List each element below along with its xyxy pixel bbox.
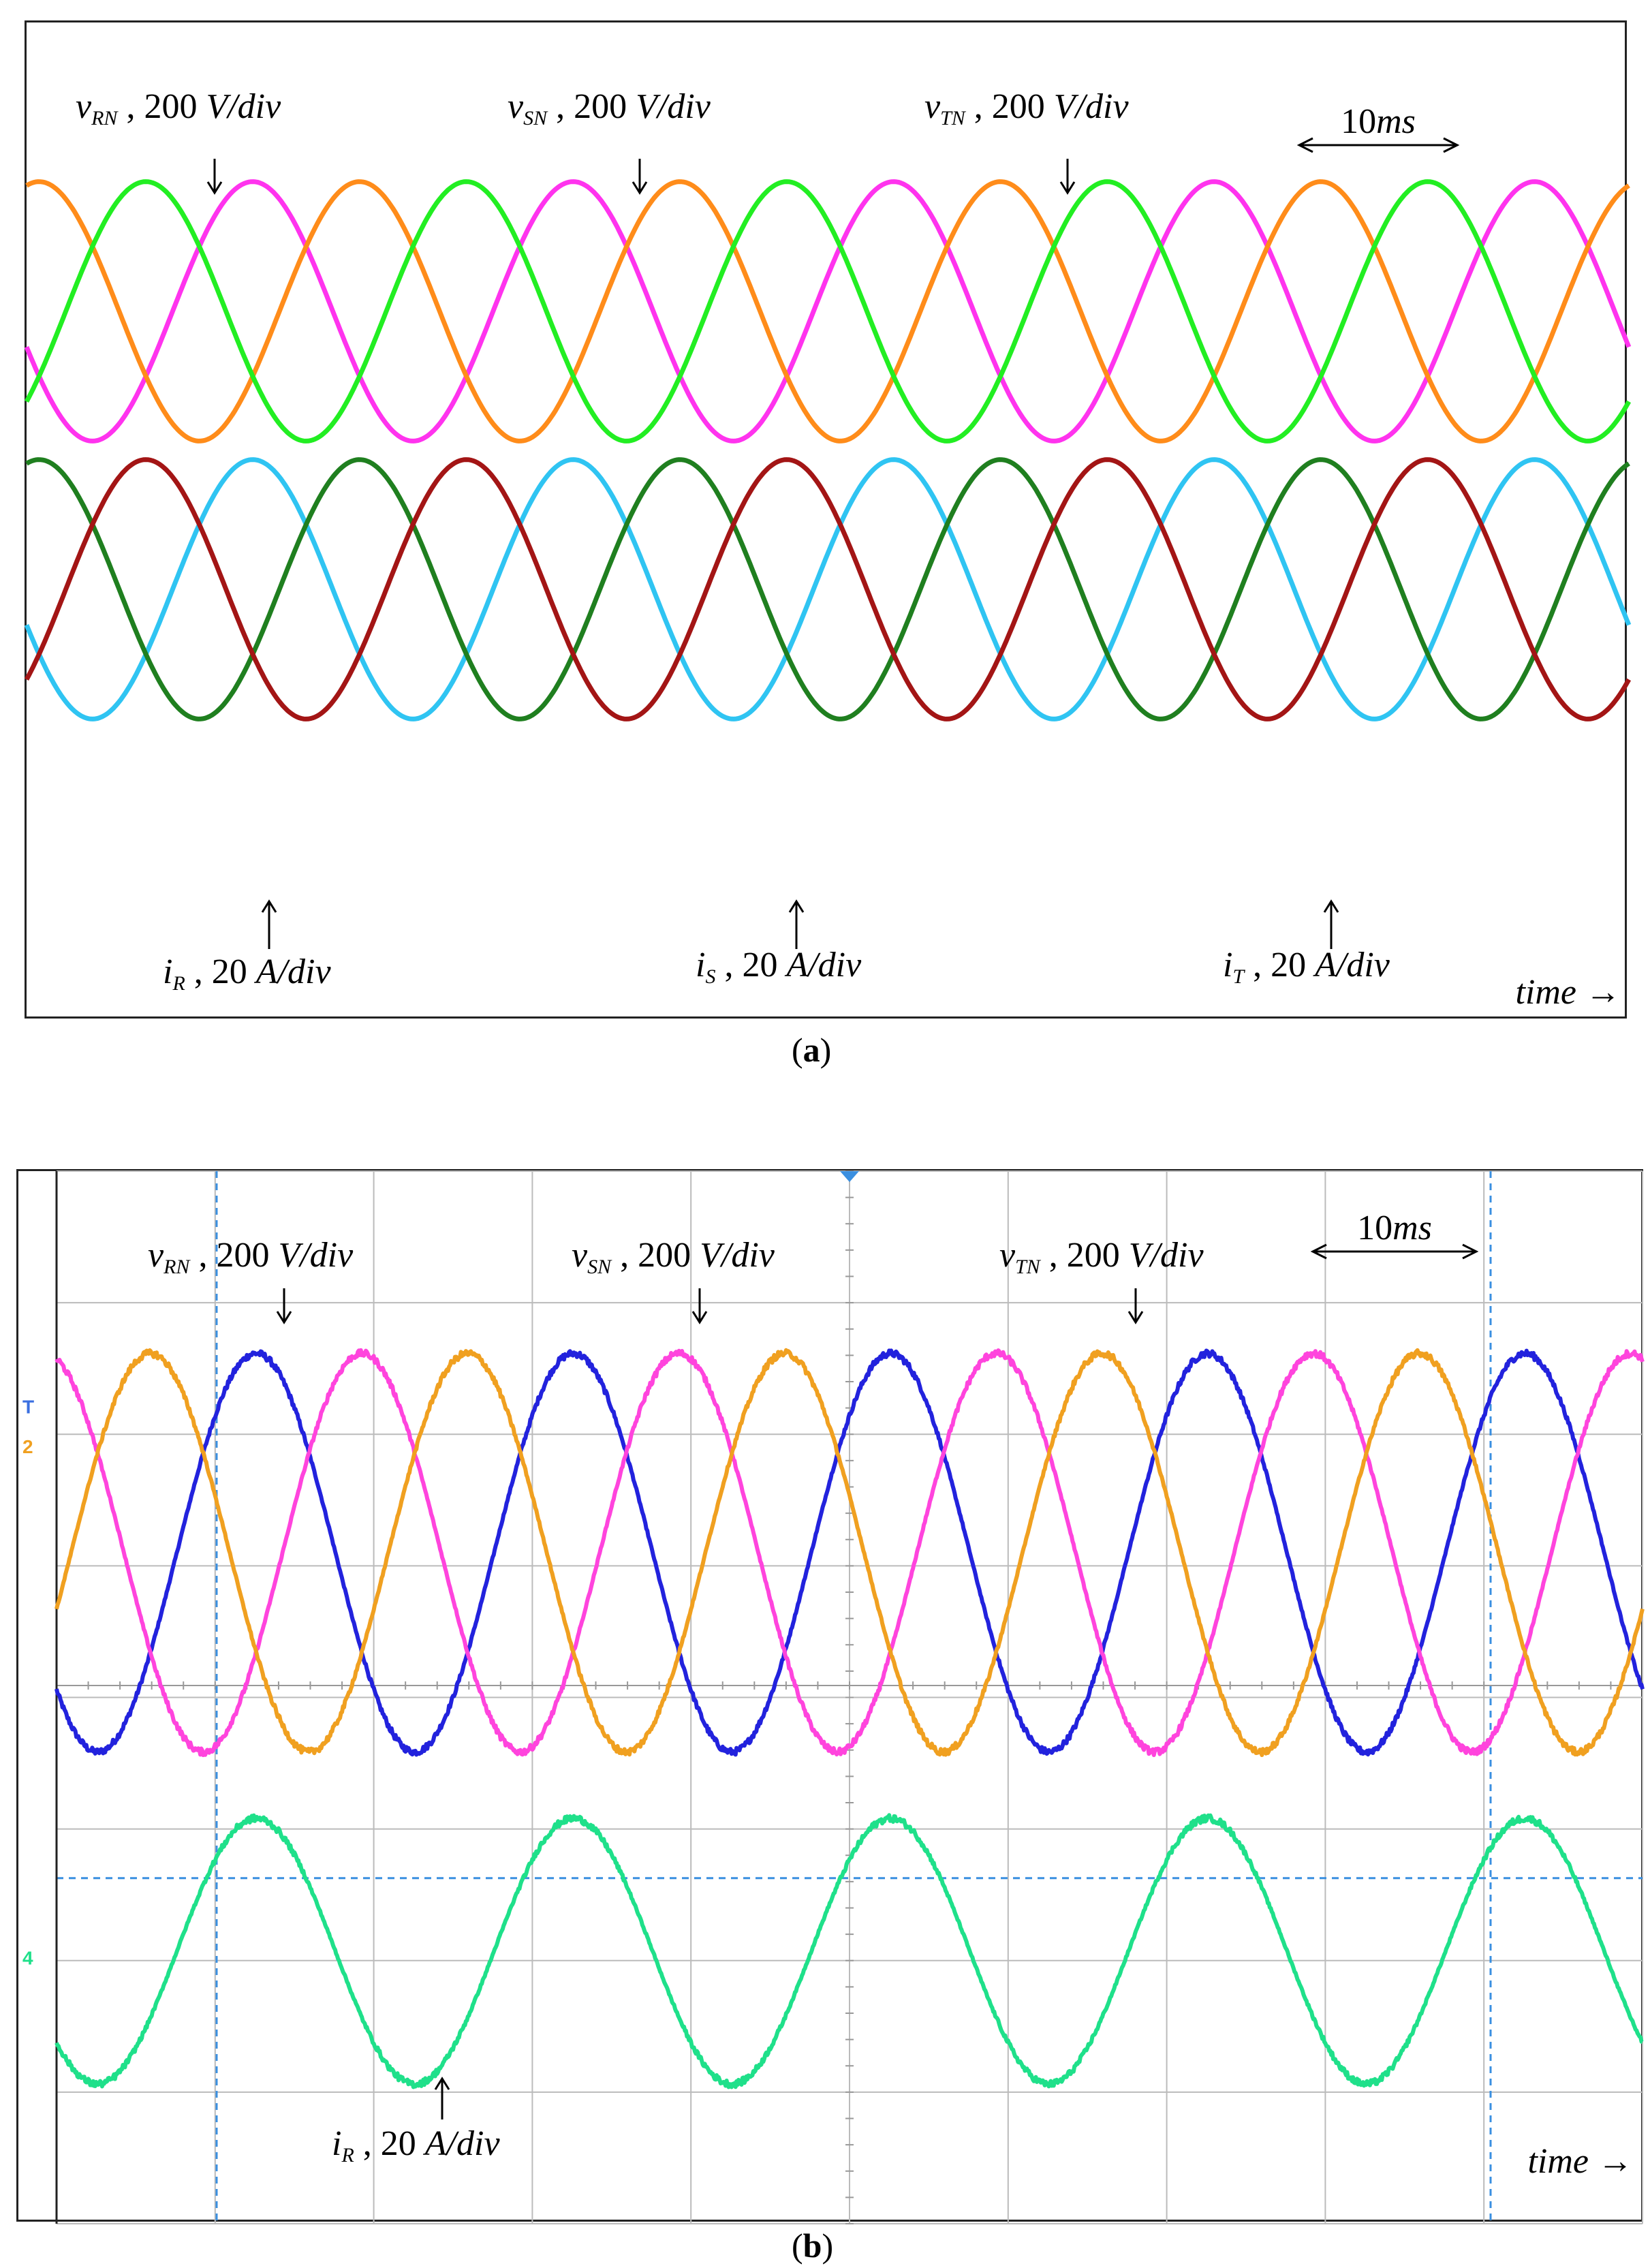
series-vSN xyxy=(25,179,1630,444)
time-scale: 10ms xyxy=(1296,102,1460,153)
caption-b-letter: b xyxy=(803,2226,822,2265)
label-vTN: vTN , 200 V/div xyxy=(924,87,1129,129)
annotation-arrow-head xyxy=(276,1311,292,1324)
series-vSN xyxy=(55,1348,1645,1758)
caption-b-close: ) xyxy=(822,2226,834,2265)
annotation-arrow-head xyxy=(261,899,277,913)
series-vRN xyxy=(55,1348,1645,1757)
caption-a: (a) xyxy=(792,1030,831,1070)
series-iR xyxy=(24,457,1632,721)
annotation-arrow-head xyxy=(632,181,648,195)
scale-label: 10ms xyxy=(1341,102,1416,141)
caption-a-letter: a xyxy=(803,1031,820,1069)
scale-arrow-right xyxy=(1462,1243,1479,1260)
time-scale: 10ms xyxy=(1310,1209,1479,1260)
trigger-marker-icon xyxy=(840,1171,859,1182)
scale-arrow-left xyxy=(1310,1243,1327,1260)
label-iS: iS , 20 A/div xyxy=(696,946,862,988)
series-iT xyxy=(24,457,1632,721)
label-vTN: vTN , 200 V/div xyxy=(999,1236,1204,1278)
panel-b-plot: T 2 4 vRN , 200 V/div vSN , 200 V/div vTN , 2… xyxy=(22,1170,1645,2224)
label-iR: iR , 20 A/div xyxy=(332,2124,500,2166)
channel-4-marker: 4 xyxy=(22,1948,33,1969)
scale-label: 10ms xyxy=(1357,1209,1432,1247)
label-vSN: vSN , 200 V/div xyxy=(508,87,711,129)
annotation-arrow-head xyxy=(1323,899,1339,913)
caption-b: (b) xyxy=(792,2226,833,2265)
scale-arrow-left xyxy=(1296,137,1313,153)
caption-a-open: ( xyxy=(792,1031,803,1069)
grid: T 2 4 xyxy=(22,1170,1643,2224)
annotation-arrow-head xyxy=(206,181,223,195)
time-label: time → xyxy=(1527,2142,1633,2181)
annotation-arrow-head xyxy=(434,2077,450,2090)
panel-a-chart: vRN , 200 V/div vSN , 200 V/div vTN , 200 … xyxy=(24,20,1632,1019)
trigger-level-marker: T xyxy=(22,1396,34,1417)
panel-b-chart: T 2 4 vRN , 200 V/div vSN , 200 V/div vTN , 2… xyxy=(16,1169,1645,2224)
series-iR xyxy=(55,1813,1644,2090)
series-vTN xyxy=(55,1348,1645,1757)
label-vRN: vRN , 200 V/div xyxy=(76,87,281,129)
annotation-arrow-head xyxy=(788,899,805,913)
annotations: vRN , 200 V/div vSN , 200 V/div vTN , 200 … xyxy=(148,1236,1204,2166)
label-vSN: vSN , 200 V/div xyxy=(572,1236,775,1278)
caption-b-open: ( xyxy=(792,2226,803,2265)
waveforms xyxy=(24,179,1632,721)
label-iR: iR , 20 A/div xyxy=(163,952,331,995)
time-label: time → xyxy=(1515,973,1621,1012)
annotation-arrow-head xyxy=(1059,181,1076,195)
label-iT: iT , 20 A/div xyxy=(1223,946,1390,988)
series-vTN xyxy=(24,179,1632,444)
annotation-arrow-head xyxy=(691,1311,708,1324)
waveforms xyxy=(55,1348,1645,2090)
series-iS xyxy=(25,457,1630,721)
channel-2-marker: 2 xyxy=(22,1436,33,1457)
scale-arrow-right xyxy=(1443,137,1460,153)
series-vRN xyxy=(24,179,1632,444)
panel-a-plot: vRN , 200 V/div vSN , 200 V/div vTN , 200 … xyxy=(24,87,1632,1012)
caption-a-close: ) xyxy=(820,1031,832,1069)
annotation-arrow-head xyxy=(1127,1311,1144,1324)
annotations: vRN , 200 V/div vSN , 200 V/div vTN , 200 … xyxy=(76,87,1390,995)
label-vRN: vRN , 200 V/div xyxy=(148,1236,354,1278)
